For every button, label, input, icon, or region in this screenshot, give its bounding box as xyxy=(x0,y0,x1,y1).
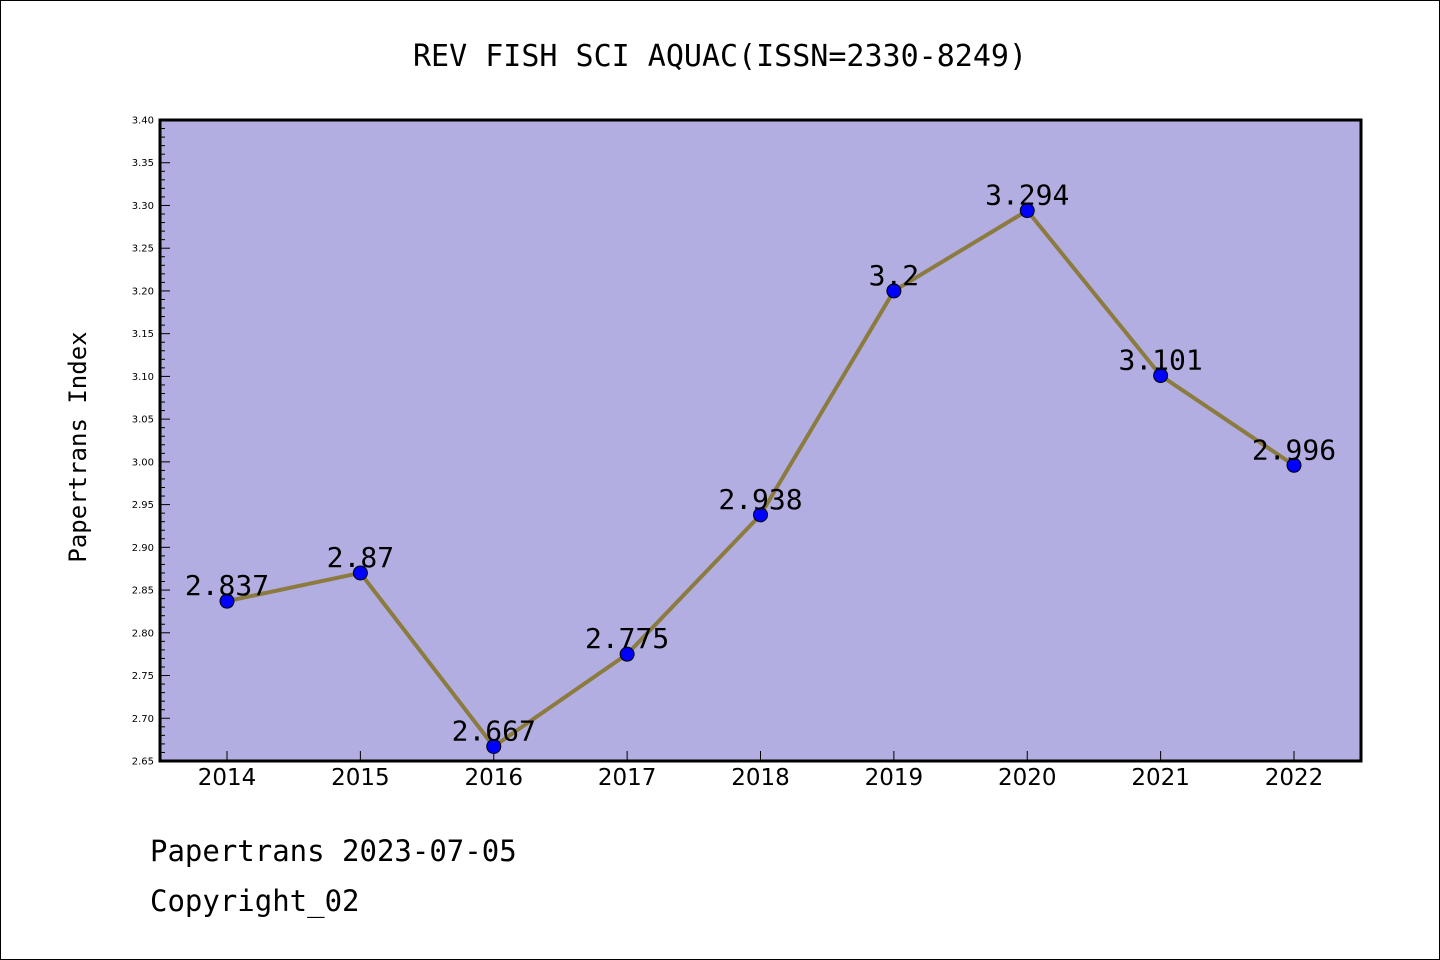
y-tick-label: 3.25 xyxy=(132,244,154,255)
y-tick-label: 3.20 xyxy=(132,286,154,297)
data-point xyxy=(352,565,368,581)
y-tick-label: 3.40 xyxy=(132,116,154,127)
x-tick-label: 2019 xyxy=(865,765,924,791)
data-point xyxy=(619,646,635,662)
y-tick-label: 3.15 xyxy=(132,329,154,340)
data-label: 3.101 xyxy=(1118,344,1202,377)
y-tick-label: 3.00 xyxy=(132,457,154,468)
y-tick-label: 2.90 xyxy=(132,543,154,554)
x-tick-label: 2020 xyxy=(998,765,1057,791)
y-tick-label: 3.10 xyxy=(132,372,154,383)
x-tick-label: 2022 xyxy=(1265,765,1324,791)
data-label: 2.996 xyxy=(1252,433,1336,466)
footer-copyright: Copyright_02 xyxy=(150,884,360,918)
plot-border xyxy=(158,118,1363,763)
y-tick-label: 3.35 xyxy=(132,158,154,169)
y-tick-label: 2.75 xyxy=(132,671,154,682)
y-tick-label: 3.05 xyxy=(132,415,154,426)
data-point xyxy=(886,283,902,299)
footer-date: Papertrans 2023-07-05 xyxy=(150,834,517,868)
data-point xyxy=(486,738,502,754)
x-tick-label: 2014 xyxy=(198,765,257,791)
chart-title: REV FISH SCI AQUAC(ISSN=2330-8249) xyxy=(413,39,1027,74)
plot-area xyxy=(160,120,1361,761)
data-label: 2.667 xyxy=(452,714,536,747)
data-point xyxy=(1153,368,1169,384)
data-label: 2.87 xyxy=(327,541,394,574)
y-tick-label: 2.70 xyxy=(132,714,154,725)
x-tick-label: 2021 xyxy=(1131,765,1190,791)
data-point xyxy=(219,593,235,609)
x-tick-label: 2015 xyxy=(331,765,390,791)
data-label: 2.775 xyxy=(585,622,669,655)
y-tick-label: 2.95 xyxy=(132,500,154,511)
y-axis-label: Papertrans Index xyxy=(64,331,92,562)
data-point xyxy=(1019,203,1035,219)
x-axis: 2014 2015 2016 2017 2018 2019 2020 2021 2022 xyxy=(198,751,1324,791)
data-label: 2.837 xyxy=(185,569,269,602)
y-tick-label: 2.80 xyxy=(132,628,154,639)
data-label: 3.294 xyxy=(985,179,1069,212)
data-point xyxy=(1286,457,1302,473)
data-point xyxy=(753,507,768,523)
y-tick-label: 2.85 xyxy=(132,586,154,597)
y-tick-label: 3.30 xyxy=(132,201,154,212)
data-label: 3.2 xyxy=(869,259,920,292)
x-tick-label: 2016 xyxy=(464,765,523,791)
x-tick-label: 2017 xyxy=(598,765,657,791)
y-tick-label: 2.65 xyxy=(132,757,154,768)
data-series: 2.837 2.87 2.667 2.775 2.938 3.2 3.294 3.101 2.9… xyxy=(185,179,1336,754)
x-tick-label: 2018 xyxy=(731,765,790,791)
data-label: 2.938 xyxy=(718,483,802,516)
